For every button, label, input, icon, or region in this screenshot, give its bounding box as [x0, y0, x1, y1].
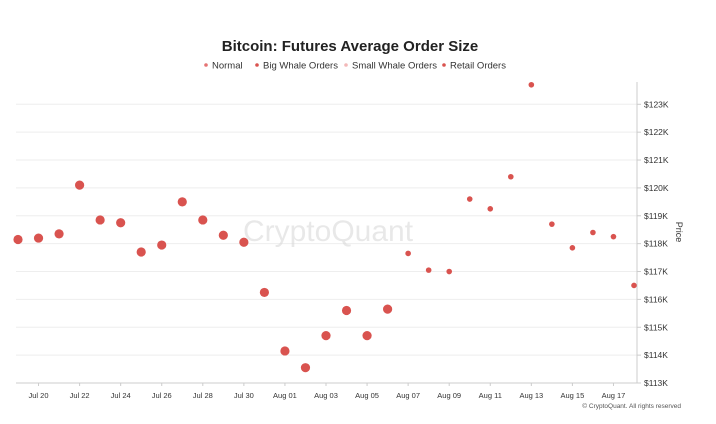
x-tick-label: Jul 26 — [152, 391, 172, 400]
y-tick-label: $114K — [644, 350, 668, 360]
legend-marker — [255, 63, 259, 67]
data-point[interactable] — [218, 230, 228, 240]
data-point[interactable] — [116, 218, 126, 228]
grid-lines — [16, 103, 637, 384]
data-point[interactable] — [95, 215, 105, 225]
x-tick-label: Aug 01 — [273, 391, 297, 400]
data-point[interactable] — [405, 250, 411, 257]
data-point[interactable] — [425, 267, 432, 273]
data-point[interactable] — [136, 247, 146, 257]
y-tick-label: $116K — [644, 294, 668, 304]
y-axis-title: Price — [674, 222, 684, 243]
credit-text: © CryptoQuant. All rights reserved — [582, 402, 681, 410]
data-point[interactable] — [75, 180, 85, 190]
x-tick-label: Aug 17 — [602, 391, 626, 400]
legend-marker — [204, 63, 208, 67]
data-point[interactable] — [487, 206, 494, 212]
y-tick-label: $118K — [644, 239, 668, 249]
data-point[interactable] — [528, 81, 535, 88]
data-point[interactable] — [466, 196, 473, 202]
data-point[interactable] — [198, 215, 208, 225]
data-point[interactable] — [13, 234, 23, 245]
data-point[interactable] — [321, 331, 331, 341]
x-tick-label: Jul 24 — [111, 391, 131, 400]
x-axis-ticks: Jul 20 Jul 22 Jul 24 Jul 26 Jul 28 Jul 30 Aug … — [29, 383, 626, 400]
y-tick-label: $123K — [644, 99, 669, 109]
data-point[interactable] — [610, 233, 617, 240]
legend-item[interactable]: Retail Orders — [442, 61, 506, 72]
data-point[interactable] — [54, 229, 64, 239]
x-tick-label: Aug 15 — [561, 391, 585, 400]
legend-label: Retail Orders — [450, 61, 506, 72]
data-point[interactable] — [239, 237, 249, 247]
data-point[interactable] — [341, 305, 352, 316]
data-points — [13, 81, 637, 373]
data-point[interactable] — [362, 331, 372, 341]
y-tick-label: $117K — [644, 267, 668, 277]
x-tick-label: Aug 11 — [479, 391, 502, 400]
x-tick-label: Jul 22 — [70, 391, 90, 400]
data-point[interactable] — [631, 282, 637, 289]
y-tick-label: $120K — [644, 183, 669, 193]
data-point[interactable] — [157, 240, 167, 250]
x-tick-label: Aug 03 — [314, 391, 338, 400]
data-point[interactable] — [383, 304, 393, 314]
chart-title: Bitcoin: Futures Average Order Size — [222, 38, 478, 55]
data-point[interactable] — [177, 197, 187, 207]
data-point[interactable] — [280, 346, 290, 356]
legend-item[interactable]: Normal — [204, 61, 243, 72]
legend-label: Normal — [212, 61, 243, 72]
x-tick-label: Jul 30 — [234, 391, 254, 400]
data-point[interactable] — [590, 229, 596, 236]
data-point[interactable] — [259, 287, 269, 298]
data-point[interactable] — [446, 268, 453, 275]
watermark: CryptoQuant — [243, 215, 414, 248]
y-tick-label: $122K — [644, 127, 669, 137]
x-tick-label: Aug 07 — [396, 391, 420, 400]
legend-item[interactable]: Small Whale Orders — [344, 61, 437, 72]
y-tick-label: $113K — [644, 378, 668, 388]
data-point[interactable] — [300, 363, 311, 373]
x-tick-label: Aug 09 — [437, 391, 461, 400]
x-tick-label: Jul 28 — [193, 391, 213, 400]
x-tick-label: Jul 20 — [29, 391, 49, 400]
data-point[interactable] — [549, 221, 555, 227]
y-axis-ticks: $113K $114K $115K $116K $117K $118K $119K $120K… — [637, 99, 669, 388]
data-point[interactable] — [508, 173, 514, 180]
x-tick-label: Aug 13 — [519, 391, 543, 400]
y-tick-label: $115K — [644, 322, 668, 332]
legend: Normal Big Whale Orders Small Whale Orders… — [204, 61, 506, 72]
y-tick-label: $119K — [644, 211, 668, 221]
legend-item[interactable]: Big Whale Orders — [255, 61, 338, 72]
data-point[interactable] — [33, 233, 44, 243]
data-point[interactable] — [569, 245, 576, 251]
x-tick-label: Aug 05 — [355, 391, 379, 400]
legend-marker — [344, 63, 348, 67]
legend-label: Small Whale Orders — [352, 61, 437, 72]
legend-marker — [442, 63, 446, 67]
y-tick-label: $121K — [644, 155, 669, 165]
legend-label: Big Whale Orders — [263, 61, 338, 72]
